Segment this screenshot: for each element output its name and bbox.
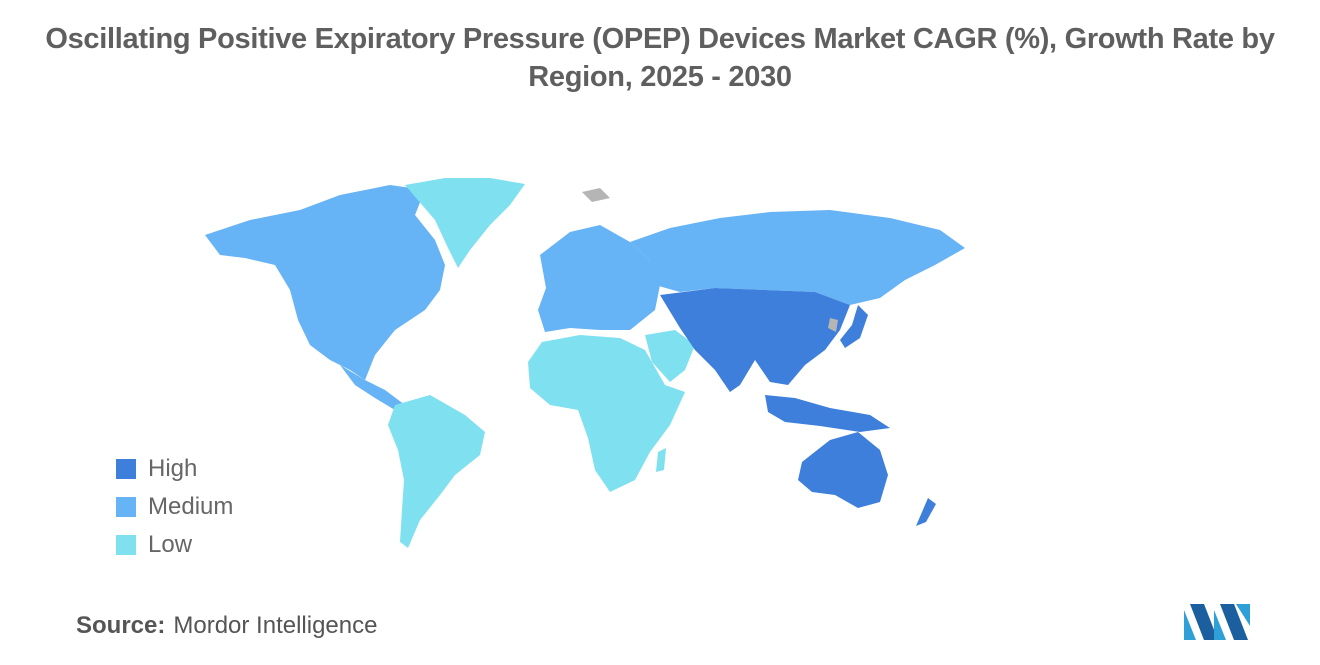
legend-item-medium: Medium xyxy=(116,488,233,526)
source-label: Source: xyxy=(76,612,166,639)
legend-item-high: High xyxy=(116,450,233,488)
region-southeast-asia xyxy=(765,395,890,432)
region-madagascar xyxy=(656,448,666,472)
region-new-zealand xyxy=(916,498,936,526)
region-africa xyxy=(528,335,685,492)
source-value: Mordor Intelligence xyxy=(173,612,378,639)
mordor-logo-icon xyxy=(1184,604,1250,640)
region-svalbard-no-data xyxy=(582,188,610,202)
title-line-2: Region, 2025 - 2030 xyxy=(528,61,792,93)
world-map xyxy=(205,178,965,548)
legend-label-medium: Medium xyxy=(148,493,234,520)
legend-swatch-medium xyxy=(116,497,136,517)
region-greenland xyxy=(405,178,525,268)
region-europe xyxy=(538,225,660,332)
region-japan xyxy=(840,305,868,348)
source-line: Source: Mordor Intelligence xyxy=(76,612,377,640)
region-korea-no-data xyxy=(828,318,838,332)
region-russia xyxy=(630,210,965,305)
region-australia xyxy=(798,432,888,508)
region-asia xyxy=(660,288,850,392)
region-central-america xyxy=(340,365,405,410)
region-south-america xyxy=(388,395,485,548)
region-north-america xyxy=(205,185,445,380)
legend-swatch-high xyxy=(116,459,136,479)
title-line-1: Oscillating Positive Expiratory Pressure… xyxy=(45,23,1275,55)
region-middle-east xyxy=(645,330,695,382)
legend: High Medium Low xyxy=(116,450,233,564)
legend-label-high: High xyxy=(148,455,198,482)
chart-title: Oscillating Positive Expiratory Pressure… xyxy=(0,20,1320,96)
legend-swatch-low xyxy=(116,535,136,555)
legend-item-low: Low xyxy=(116,526,233,564)
legend-label-low: Low xyxy=(148,531,193,558)
